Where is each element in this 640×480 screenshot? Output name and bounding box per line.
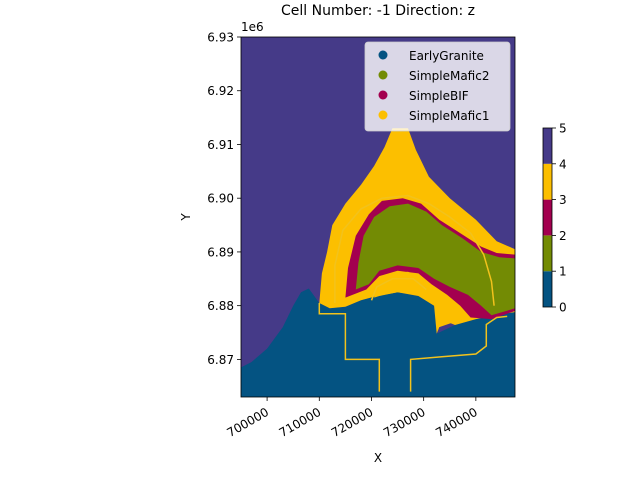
colorbar-frame [542,127,553,308]
colorbar-tick-label: 5 [559,122,567,136]
x-axis-label: X [374,451,382,465]
region-EarlyGranite-0 [241,288,515,397]
colorbar-band [543,128,552,164]
plot-frame [240,36,516,398]
legend-label: SimpleMafic1 [409,109,489,123]
legend-label: SimpleMafic2 [409,69,489,83]
y-tick-label: 6.91 [207,138,234,152]
colorbar-tick-label: 1 [559,265,567,279]
y-tick-label: 6.87 [207,353,234,367]
y-axis-label: Y [179,213,193,222]
colorbar: 0 1 2 3 4 5 [542,122,567,315]
colorbar-tick-label: 2 [559,229,567,243]
legend[interactable]: EarlyGranite SimpleMafic2 SimpleBIF SimpleM… [364,41,511,132]
x-tick-label: 740000 [433,405,480,440]
contour-line-3 [370,278,427,301]
colorbar-band [543,235,552,272]
y-tick-label: 6.89 [207,245,234,259]
legend-marker [378,70,388,80]
colorbar-band [543,271,552,307]
contour-line-2 [334,194,495,306]
y-offset-label: 1e6 [241,20,264,34]
colorbar-tick-label: 0 [559,301,567,315]
colorbar-tick-label: 4 [559,157,567,171]
legend-marker [378,90,388,100]
x-axis: 700000 710000 720000 730000 740000 [224,397,480,440]
colorbar-band [543,199,552,236]
region-SimpleMafic1-5 [438,294,466,328]
x-tick-label: 700000 [224,405,271,440]
legend-marker [378,50,388,60]
contour-line-1 [409,315,508,392]
chart-title: Cell Number: -1 Direction: z [281,3,475,19]
x-tick-label: 730000 [381,405,428,440]
y-axis: 6.87 6.88 6.89 6.90 6.91 6.92 6.93 [207,31,241,367]
y-tick-label: 6.88 [207,299,234,313]
contour-lines [318,194,508,392]
x-tick-label: 720000 [329,405,376,440]
legend-marker [378,110,388,120]
region-SimpleMafic2-3 [355,203,515,316]
y-tick-label: 6.90 [207,192,234,206]
x-tick-label: 710000 [277,405,324,440]
y-tick-label: 6.93 [207,31,234,45]
colorbar-tick-label: 3 [559,193,567,207]
y-tick-label: 6.92 [207,84,234,98]
legend-box [364,41,511,132]
legend-label: SimpleBIF [409,89,469,103]
contour-line-0 [318,303,381,392]
legend-label: EarlyGranite [409,49,484,63]
colorbar-band [543,163,552,200]
geology-regions [241,128,515,397]
